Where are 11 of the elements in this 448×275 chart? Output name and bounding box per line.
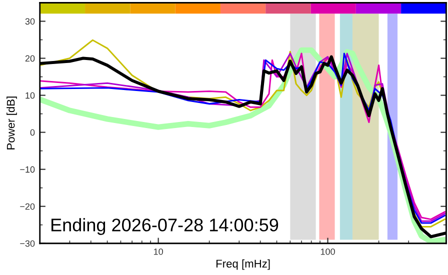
- y-axis-title: Power [dB]: [6, 96, 17, 150]
- y-tick-label: −30: [20, 240, 35, 247]
- x-axis-title: Freq [mHz]: [216, 259, 270, 270]
- y-tick-label: −10: [20, 166, 35, 173]
- annotation: Ending 2026-07-28 14:00:59: [52, 218, 278, 235]
- x-tick-label: 100: [320, 248, 335, 255]
- y-tick-label: 20: [25, 55, 35, 62]
- y-tick-label: 30: [25, 18, 35, 25]
- y-tick-label: 0: [30, 129, 35, 136]
- y-tick-label: 10: [26, 92, 35, 99]
- y-tick-label: −20: [20, 203, 35, 210]
